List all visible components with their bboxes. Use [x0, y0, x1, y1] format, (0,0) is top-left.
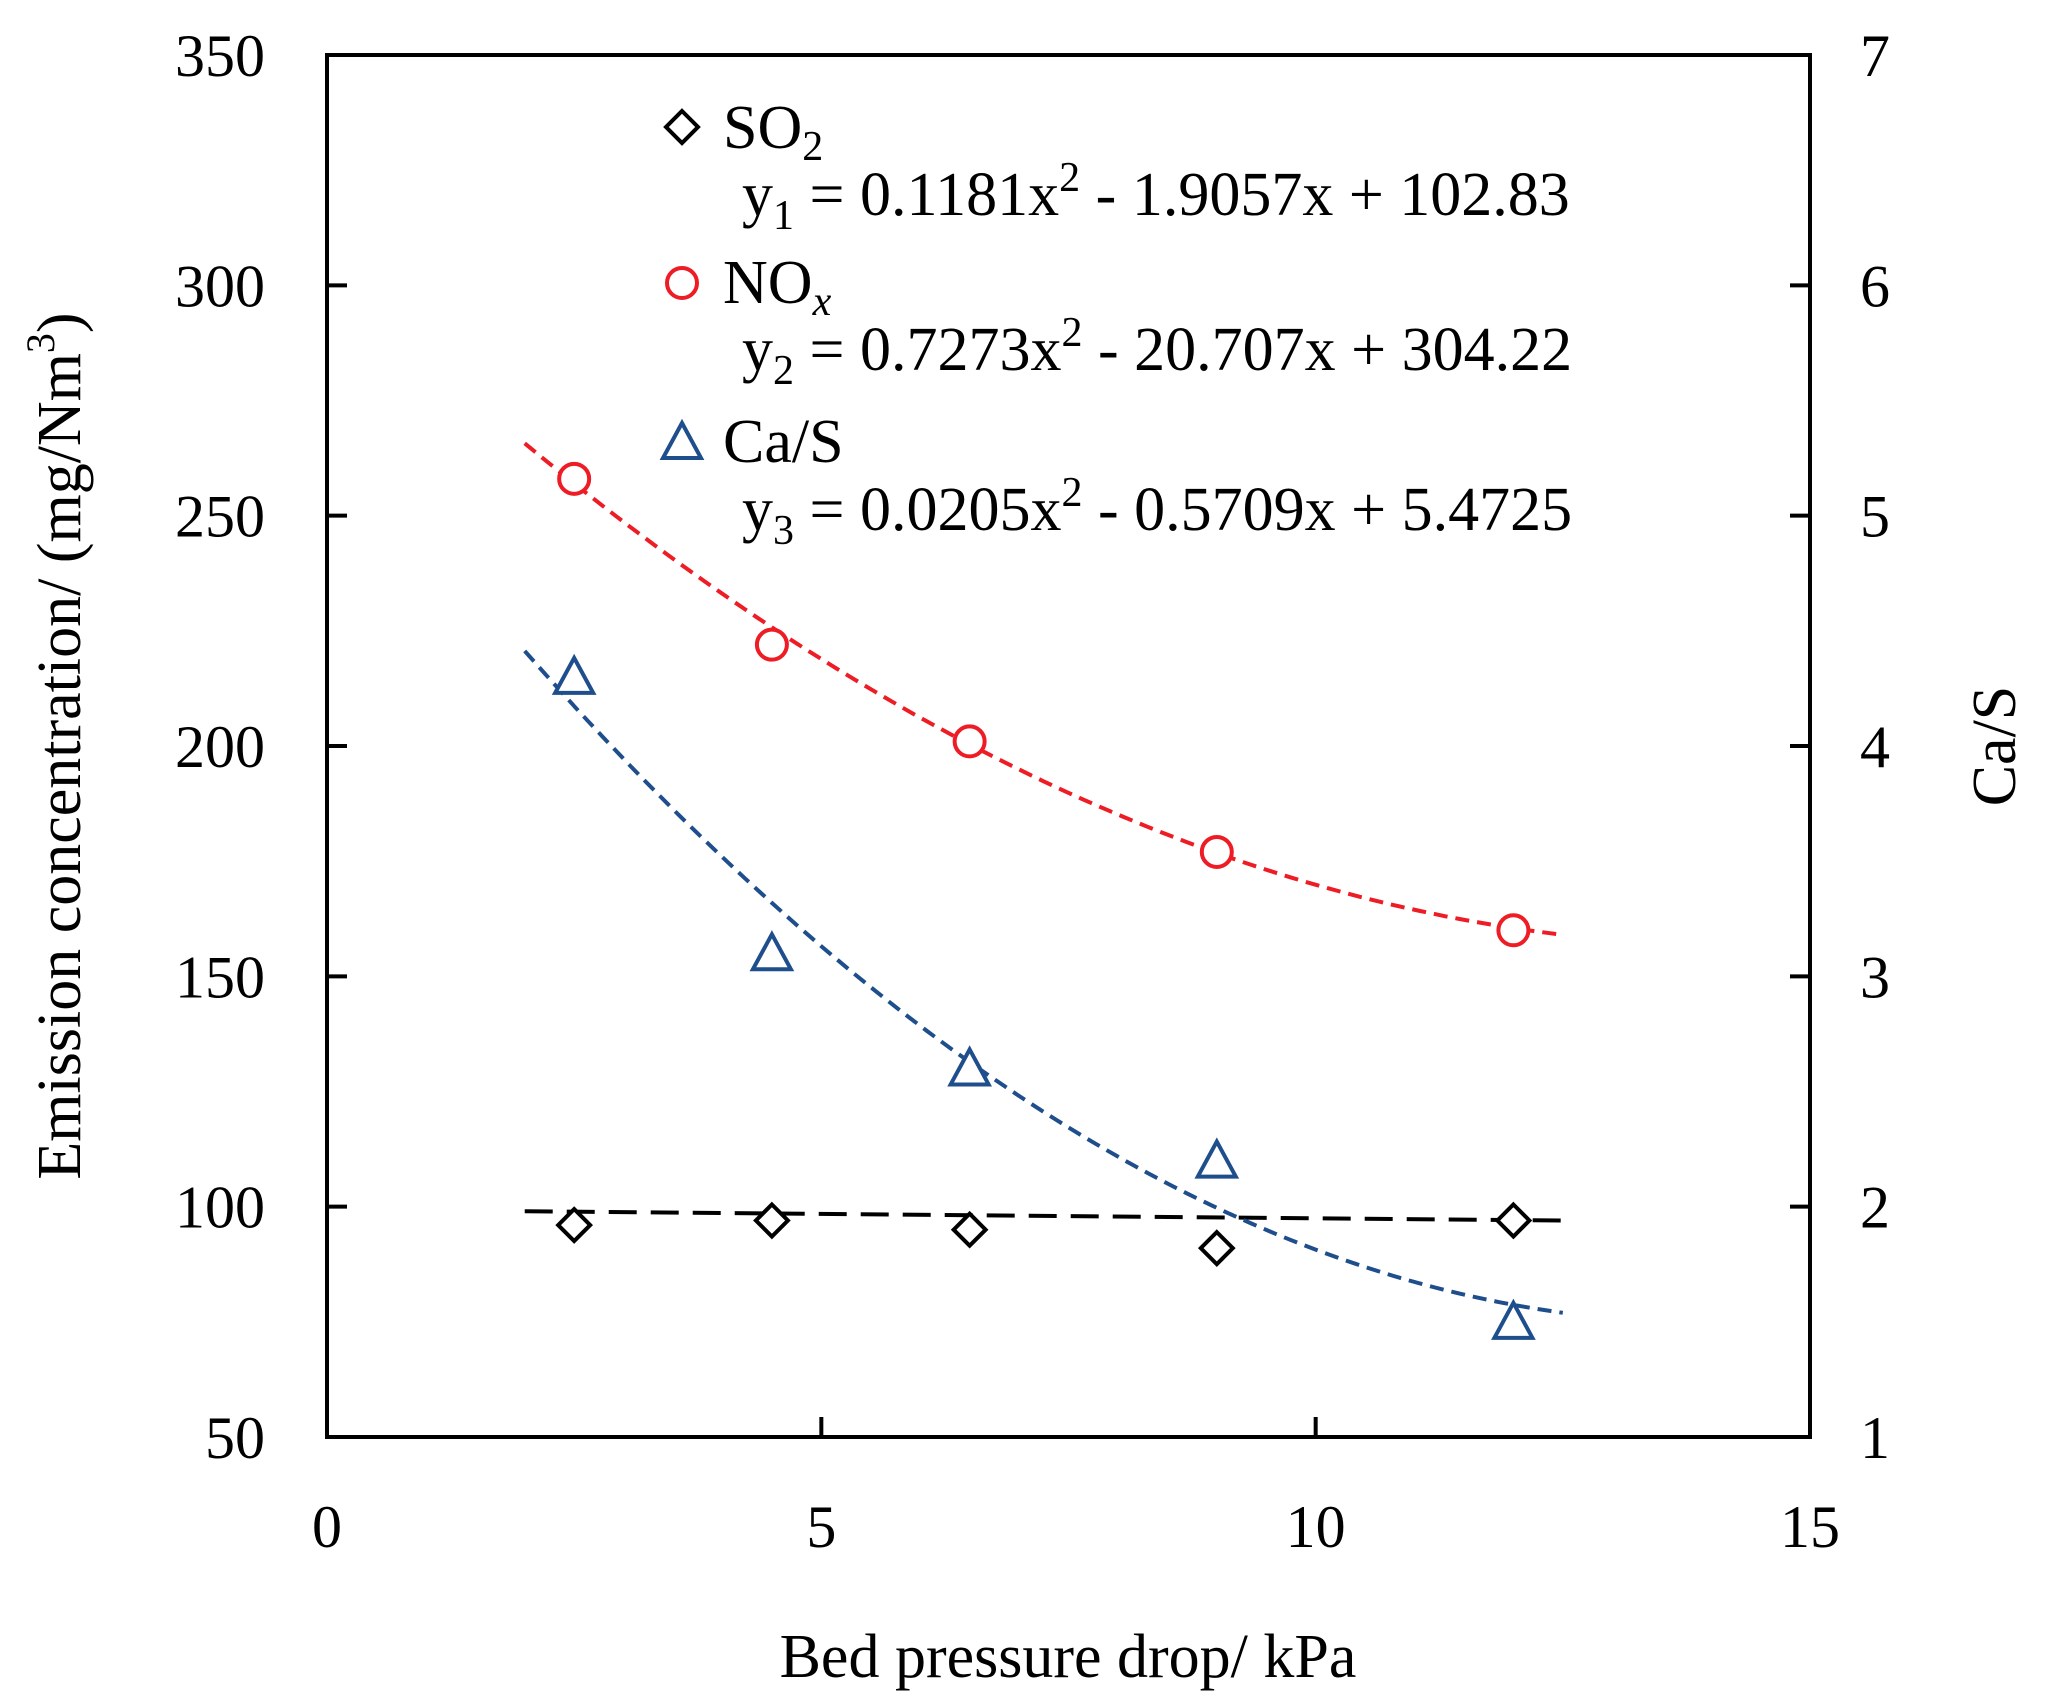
y2-tick-label: 6 [1860, 253, 1890, 319]
legend-marker-circle [665, 266, 699, 300]
fit-curves [523, 441, 1564, 1315]
eq-y: y [742, 476, 773, 544]
point-triangle [551, 653, 597, 695]
legend-label: Ca/S [723, 408, 844, 476]
legend-label: NOx [723, 249, 832, 325]
eq-sub: 3 [773, 508, 794, 554]
eq-y: y [742, 316, 773, 384]
point-diamond [555, 1206, 593, 1244]
y-tick-label: 350 [175, 23, 265, 89]
x-axis-title: Bed pressure drop/ kPa [780, 1623, 1357, 1691]
fit-equation: y2 = 0.7273x2 - 20.707x + 304.22 [742, 310, 1572, 394]
data-points [551, 461, 1536, 1340]
eq-part2: - 1.9057x + 102.83 [1080, 161, 1570, 229]
fit-equation: y3 = 0.0205x2 - 0.5709x + 5.4725 [742, 470, 1572, 554]
y-axis-title-end: ) [26, 312, 94, 333]
legend-label: SO2 [723, 94, 823, 170]
y-tick-label: 200 [175, 714, 265, 780]
eq-y: y [742, 161, 773, 229]
y-tick-label: 150 [175, 944, 265, 1010]
eq-sub: 1 [773, 193, 794, 239]
y2-tick-label: 1 [1860, 1405, 1890, 1471]
legend-marker-diamond [663, 108, 701, 146]
eq-part1: = 0.1181x [794, 161, 1059, 229]
y2-tick-label: 2 [1860, 1175, 1890, 1241]
y-tick-label: 300 [175, 253, 265, 319]
point-diamond [1494, 1201, 1533, 1240]
point-triangle [749, 930, 795, 972]
fit-line-3 [523, 649, 1564, 1315]
eq-part1: = 0.7273x [794, 316, 1061, 384]
eq-part2: - 0.5709x + 5.4725 [1082, 476, 1572, 544]
legend-label-main: NO [723, 249, 813, 317]
legend-marker-triangle [659, 418, 705, 460]
point-diamond [753, 1201, 791, 1240]
legend-label-sub: x [812, 279, 832, 325]
y2-tick-label: 3 [1860, 944, 1890, 1010]
point-circle [1199, 834, 1234, 869]
legend-label-main: SO [723, 94, 802, 162]
point-triangle [947, 1045, 992, 1087]
plot-area [325, 53, 1812, 1439]
eq-sup: 2 [1061, 470, 1082, 516]
eq-part1: = 0.0205x [794, 476, 1061, 544]
fit-line-2 [523, 441, 1564, 937]
y2-tick-label: 4 [1860, 714, 1890, 780]
y-tick-label: 250 [175, 484, 265, 550]
y2-axis-title: Ca/S [1961, 686, 2029, 807]
x-tick-label: 5 [806, 1494, 836, 1560]
y-axis-title: Emission concentration/ (mg/Nm3) [18, 312, 94, 1179]
point-circle [557, 461, 592, 496]
point-triangle [1194, 1137, 1240, 1179]
y-axis-title-main: Emission concentration/ (mg/Nm [26, 353, 94, 1180]
y2-tick-label: 7 [1860, 23, 1890, 89]
fit-equation: y1 = 0.1181x2 - 1.9057x + 102.83 [742, 155, 1570, 239]
point-circle [754, 627, 789, 662]
point-diamond [1197, 1229, 1236, 1267]
fit-line-1 [524, 1209, 1563, 1223]
eq-part2: - 20.707x + 304.22 [1082, 316, 1572, 384]
y-tick-label: 50 [205, 1405, 265, 1471]
x-tick-label: 15 [1780, 1494, 1840, 1560]
y-tick-label: 100 [175, 1175, 265, 1241]
x-tick-label: 10 [1286, 1494, 1346, 1560]
point-circle [1496, 913, 1531, 948]
point-circle [952, 724, 987, 759]
point-triangle [1491, 1298, 1536, 1340]
legend-label-main: Ca/S [723, 408, 844, 476]
eq-sub: 2 [773, 348, 794, 394]
eq-sup: 2 [1061, 310, 1082, 356]
eq-sup: 2 [1059, 155, 1080, 201]
x-tick-label: 0 [312, 1494, 342, 1560]
point-diamond [950, 1210, 989, 1249]
y2-tick-label: 5 [1860, 484, 1890, 550]
legend-label-sub: 2 [802, 124, 823, 170]
y-axis-title-sup: 3 [18, 333, 63, 353]
